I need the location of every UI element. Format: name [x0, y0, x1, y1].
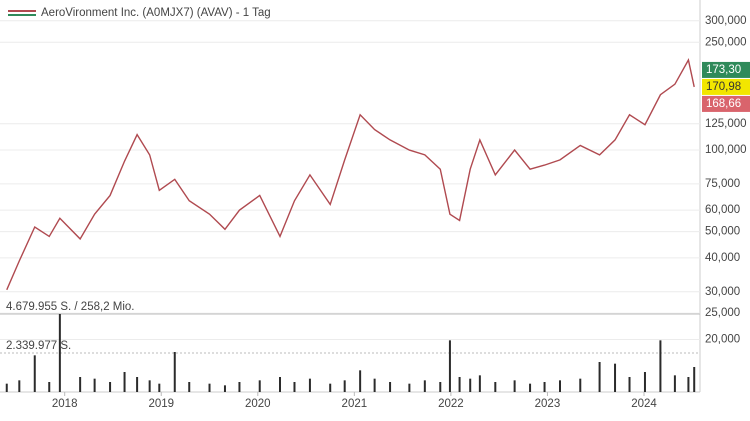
volume-tick-label: 4.679.955 S. / 258,2 Mio. [6, 301, 135, 313]
price-label-box [702, 78, 750, 95]
volume-bar [673, 375, 676, 392]
volume-bar [48, 381, 51, 392]
volume-bar [494, 381, 497, 392]
volume-bar [58, 314, 61, 392]
volume-bar [5, 383, 8, 392]
volume-bar [93, 378, 96, 392]
price-label-box [702, 61, 750, 78]
y-tick-label: 25,000 [705, 307, 740, 319]
x-tick-label: 2023 [535, 398, 561, 410]
volume-bar [308, 378, 311, 392]
price-line [6, 58, 695, 291]
y-tick-label: 75,000 [705, 178, 740, 190]
volume-bar [279, 376, 281, 392]
volume-bar [598, 361, 601, 392]
y-tick-label: 20,000 [705, 334, 740, 346]
volume-bar [628, 376, 631, 392]
volume-bar [293, 381, 296, 392]
volume-bar [439, 381, 442, 392]
price-label: 173,30 [706, 64, 741, 76]
volume-bar [687, 376, 690, 392]
volume-bar [136, 376, 139, 392]
volume-bar [359, 370, 362, 392]
volume-bar [389, 381, 392, 392]
y-tick-label: 50,000 [705, 226, 740, 238]
volume-bar [123, 371, 126, 392]
volume-bar [458, 376, 461, 392]
volume-bar [158, 383, 161, 392]
volume-bar [373, 378, 376, 392]
x-tick-label: 2022 [438, 398, 464, 410]
x-tick-label: 2019 [148, 398, 174, 410]
x-tick-label: 2024 [631, 398, 657, 410]
volume-bar [559, 380, 561, 392]
price-label-box [702, 95, 750, 112]
volume-bar [208, 383, 211, 392]
y-tick-label: 60,000 [705, 204, 740, 216]
volume-bar [448, 340, 451, 392]
volume-bar [343, 380, 346, 392]
y-tick-label: 250,000 [705, 36, 747, 48]
volume-bar [79, 376, 82, 392]
volume-bar [478, 375, 481, 392]
volume-bar [223, 385, 226, 392]
volume-bar [614, 363, 617, 392]
volume-bar [693, 366, 696, 392]
volume-bar [18, 380, 21, 392]
volume-bar [579, 378, 582, 392]
volume-bar [643, 371, 646, 392]
volume-bar [188, 381, 191, 392]
volume-bar [408, 383, 411, 392]
y-tick-label: 125,000 [705, 118, 747, 130]
volume-bar [148, 380, 151, 392]
volume-bar [173, 351, 176, 392]
volume-tick-label: 2.339.977 S. [6, 340, 71, 352]
volume-bar [543, 381, 546, 392]
y-tick-label: 300,000 [705, 15, 747, 27]
y-tick-label: 40,000 [705, 252, 740, 264]
y-tick-label: 30,000 [705, 286, 740, 298]
volume-bar [238, 381, 241, 392]
x-tick-label: 2020 [245, 398, 271, 410]
volume-bar [659, 340, 662, 392]
price-label: 170,98 [706, 81, 741, 93]
volume-bar [109, 381, 112, 392]
legend-label: AeroVironment Inc. (A0MJX7) (AVAV) - 1 T… [41, 7, 271, 19]
volume-bar [529, 383, 532, 392]
x-tick-label: 2018 [52, 398, 78, 410]
x-tick-label: 2021 [342, 398, 368, 410]
volume-bar [513, 380, 516, 392]
y-tick-label: 100,000 [705, 144, 747, 156]
volume-bar [258, 380, 261, 392]
volume-bar [423, 380, 426, 392]
price-label: 168,66 [706, 98, 741, 110]
volume-bar [33, 355, 36, 392]
volume-bar [329, 383, 332, 392]
volume-bar [469, 378, 472, 392]
